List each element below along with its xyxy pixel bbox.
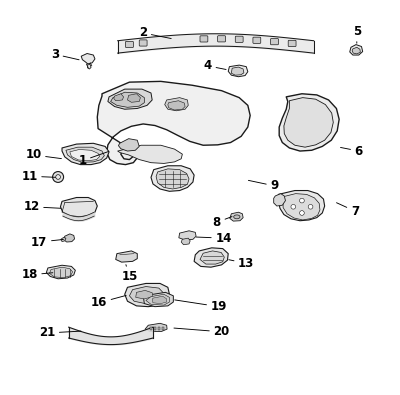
- Text: 10: 10: [25, 149, 62, 162]
- Text: 2: 2: [139, 26, 171, 40]
- Polygon shape: [70, 149, 100, 161]
- Polygon shape: [283, 194, 320, 220]
- Text: 4: 4: [204, 59, 226, 72]
- Polygon shape: [200, 251, 224, 264]
- Polygon shape: [278, 190, 325, 221]
- Polygon shape: [136, 290, 153, 299]
- Polygon shape: [146, 294, 170, 305]
- Polygon shape: [128, 94, 140, 102]
- Polygon shape: [156, 169, 189, 189]
- Polygon shape: [81, 53, 95, 64]
- Polygon shape: [165, 98, 188, 111]
- Circle shape: [300, 198, 304, 203]
- Polygon shape: [114, 94, 124, 101]
- Polygon shape: [168, 101, 185, 110]
- Circle shape: [56, 175, 60, 179]
- FancyBboxPatch shape: [288, 40, 296, 47]
- Polygon shape: [179, 231, 196, 240]
- Polygon shape: [231, 67, 244, 75]
- Polygon shape: [145, 323, 167, 331]
- Polygon shape: [181, 238, 190, 245]
- Text: 20: 20: [174, 325, 230, 339]
- Polygon shape: [116, 251, 137, 262]
- Polygon shape: [274, 194, 286, 206]
- Text: 16: 16: [91, 295, 126, 309]
- Polygon shape: [279, 94, 339, 151]
- Text: 14: 14: [196, 231, 232, 245]
- Text: 19: 19: [175, 300, 227, 313]
- Polygon shape: [194, 248, 228, 267]
- Polygon shape: [352, 47, 360, 54]
- Text: 21: 21: [39, 327, 81, 339]
- FancyBboxPatch shape: [270, 39, 278, 45]
- Text: 3: 3: [51, 48, 79, 61]
- Polygon shape: [230, 212, 243, 221]
- Polygon shape: [152, 296, 167, 304]
- Polygon shape: [108, 89, 152, 109]
- Bar: [150, 327, 152, 330]
- FancyBboxPatch shape: [218, 36, 226, 42]
- Text: 9: 9: [248, 179, 279, 192]
- Text: 5: 5: [353, 24, 361, 43]
- Text: 8: 8: [213, 216, 232, 229]
- Text: 18: 18: [21, 269, 53, 281]
- Polygon shape: [151, 166, 194, 191]
- Polygon shape: [228, 65, 248, 77]
- Circle shape: [308, 205, 313, 209]
- Polygon shape: [350, 45, 363, 55]
- Polygon shape: [64, 234, 74, 242]
- Text: 6: 6: [340, 145, 363, 158]
- Circle shape: [291, 205, 296, 209]
- Circle shape: [300, 211, 304, 215]
- Polygon shape: [125, 284, 170, 307]
- Polygon shape: [97, 81, 250, 165]
- Text: 1: 1: [78, 152, 108, 167]
- Polygon shape: [88, 64, 91, 69]
- Bar: [162, 327, 164, 330]
- Polygon shape: [118, 139, 139, 151]
- Polygon shape: [60, 198, 97, 217]
- Polygon shape: [130, 286, 164, 304]
- Text: 15: 15: [121, 265, 138, 283]
- Text: 13: 13: [229, 257, 254, 270]
- Text: 17: 17: [31, 235, 63, 248]
- FancyBboxPatch shape: [139, 40, 147, 46]
- Polygon shape: [50, 267, 73, 278]
- FancyBboxPatch shape: [200, 36, 208, 42]
- Polygon shape: [46, 265, 75, 279]
- Polygon shape: [284, 98, 333, 147]
- FancyBboxPatch shape: [253, 37, 261, 43]
- FancyBboxPatch shape: [126, 41, 133, 47]
- Polygon shape: [111, 92, 144, 107]
- Ellipse shape: [234, 215, 240, 219]
- Polygon shape: [118, 145, 182, 164]
- Polygon shape: [61, 237, 66, 242]
- Polygon shape: [144, 292, 173, 307]
- Text: 7: 7: [336, 203, 359, 218]
- Polygon shape: [66, 147, 104, 162]
- Text: 12: 12: [23, 200, 61, 213]
- Polygon shape: [62, 143, 109, 165]
- FancyBboxPatch shape: [235, 36, 243, 42]
- Bar: [158, 327, 160, 330]
- Circle shape: [53, 171, 64, 182]
- Text: 11: 11: [21, 170, 56, 183]
- Bar: [154, 327, 156, 330]
